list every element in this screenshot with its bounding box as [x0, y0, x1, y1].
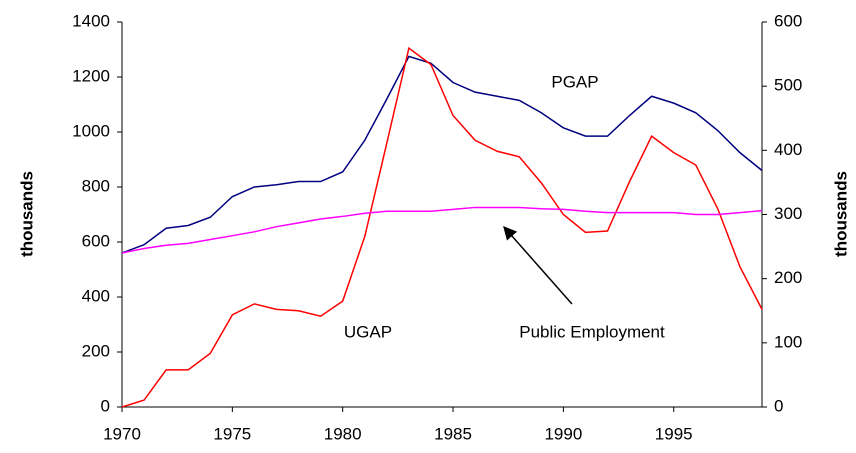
series-line — [121, 206, 763, 254]
annotation: UGAP — [344, 322, 392, 341]
y-tick-label: 800 — [82, 176, 110, 195]
y-tick-label: 400 — [82, 286, 110, 305]
y2-tick-label: 400 — [774, 140, 802, 159]
y-tick-label: 1200 — [72, 66, 110, 85]
x-tick-label: 1970 — [103, 424, 141, 443]
y-tick-label: 1000 — [72, 121, 110, 140]
x-tick-label: 1985 — [434, 424, 472, 443]
y2-tick-label: 300 — [774, 204, 802, 223]
annotation: PGAP — [551, 72, 598, 91]
arrow — [503, 225, 573, 305]
y-axis-title: thousands — [17, 171, 36, 257]
y2-tick-label: 200 — [774, 268, 802, 287]
y-tick-label: 1400 — [72, 11, 110, 30]
series-line — [121, 46, 763, 408]
y-tick-label: 600 — [82, 231, 110, 250]
y-tick-label: 0 — [101, 396, 110, 415]
x-tick-label: 1975 — [213, 424, 251, 443]
x-tick-label: 1990 — [544, 424, 582, 443]
y2-tick-label: 500 — [774, 76, 802, 95]
annotation: Public Employment — [519, 322, 665, 341]
x-tick-label: 1995 — [655, 424, 693, 443]
y2-axis-title: thousands — [831, 171, 850, 257]
series-line — [121, 55, 763, 254]
y2-tick-label: 0 — [774, 396, 783, 415]
y2-tick-label: 100 — [774, 332, 802, 351]
x-tick-label: 1980 — [324, 424, 362, 443]
y2-tick-label: 600 — [774, 11, 802, 30]
y-tick-label: 200 — [82, 341, 110, 360]
